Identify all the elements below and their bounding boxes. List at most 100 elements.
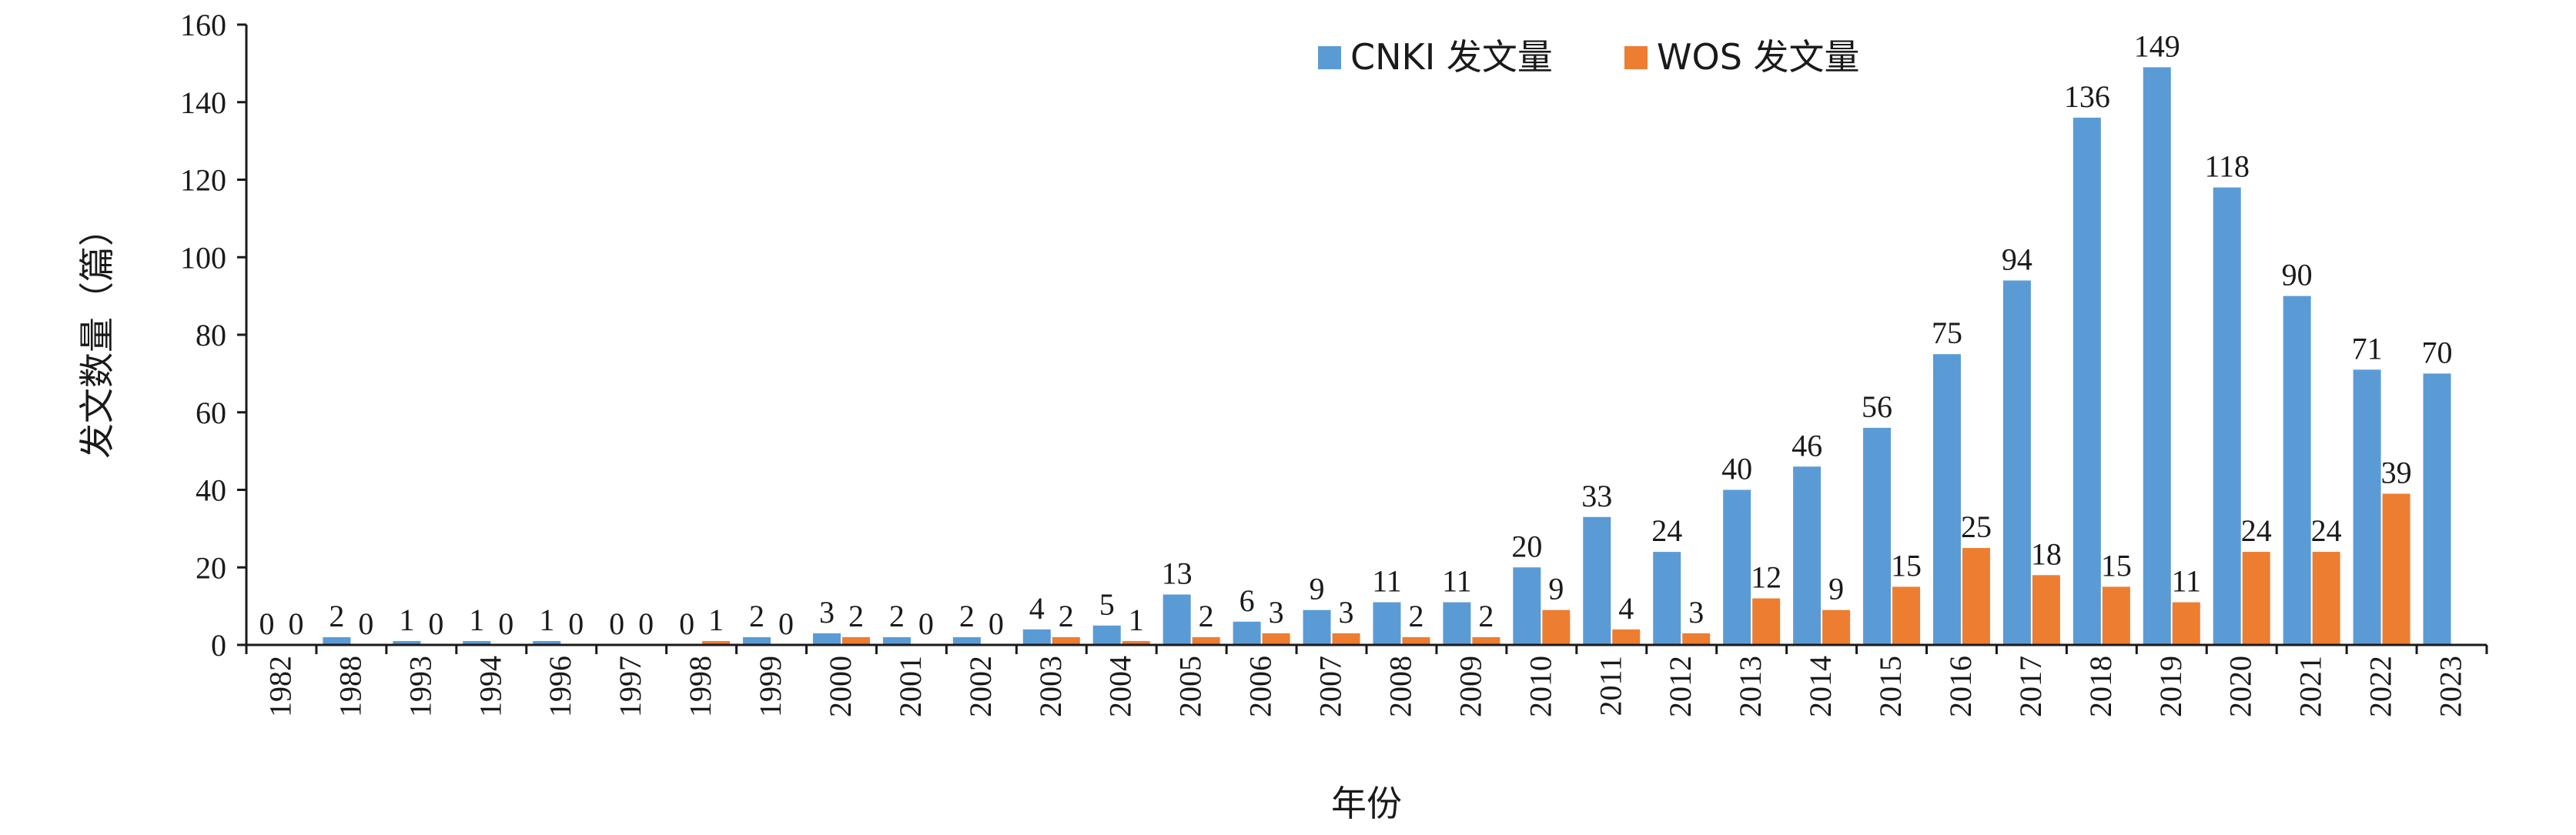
data-label-wos-1999: 0	[778, 606, 794, 641]
bar-cnki-2008	[1373, 602, 1401, 645]
data-label-wos-1988: 0	[358, 606, 373, 641]
x-tick-label: 2014	[1803, 656, 1838, 717]
data-label-wos-2014: 9	[1828, 572, 1844, 606]
data-label-wos-2004: 1	[1129, 603, 1144, 637]
x-tick-label: 2001	[893, 656, 928, 717]
legend-swatch-wos	[1624, 46, 1648, 69]
data-label-wos-2001: 0	[918, 606, 934, 641]
bar-cnki-2019	[2143, 67, 2171, 646]
data-label-wos-2008: 2	[1408, 599, 1423, 633]
x-tick-label: 2000	[823, 656, 858, 717]
data-label-wos-2017: 18	[2031, 536, 2062, 571]
bar-cnki-2021	[2283, 296, 2311, 645]
data-label-wos-2022: 39	[2381, 456, 2412, 490]
data-label-wos-2010: 9	[1548, 572, 1564, 606]
data-label-cnki-2013: 40	[1721, 452, 1752, 486]
bar-cnki-1994	[463, 640, 491, 645]
x-tick-label: 1994	[473, 656, 507, 717]
data-label-cnki-1997: 0	[609, 606, 624, 641]
bar-cnki-2012	[1653, 552, 1681, 645]
x-tick-label: 2017	[2013, 656, 2048, 717]
data-label-wos-2012: 3	[1688, 595, 1704, 630]
data-label-cnki-2004: 5	[1099, 587, 1115, 622]
x-axis-title: 年份	[1331, 783, 1402, 824]
y-tick-label: 140	[180, 85, 226, 120]
data-label-wos-2015: 15	[1891, 548, 1922, 583]
x-tick-labels: 1982 1988 1993 1994 1996 1997 1998 1999 2000 2001…	[263, 656, 2467, 717]
data-label-cnki-2017: 94	[2002, 242, 2032, 276]
x-tick-label: 2013	[1733, 656, 1768, 717]
x-tick-label: 2018	[2083, 656, 2118, 717]
data-label-cnki-2002: 2	[959, 599, 975, 633]
x-tick-label: 2010	[1523, 656, 1557, 717]
bar-cnki-2018	[2073, 117, 2101, 645]
bar-cnki-2007	[1303, 610, 1331, 645]
legend-label-cnki: CNKI 发文量	[1350, 36, 1553, 78]
bar-cnki-2020	[2213, 187, 2241, 645]
bar-wos-2020	[2242, 552, 2270, 645]
y-tick-label: 40	[196, 473, 226, 508]
data-label-cnki-1982: 0	[259, 606, 274, 641]
data-label-cnki-2005: 13	[1162, 556, 1193, 591]
bar-cnki-2004	[1092, 625, 1121, 645]
data-label-wos-2002: 0	[989, 606, 1004, 641]
x-tick-label: 1998	[683, 656, 718, 717]
bar-cnki-2016	[1932, 354, 1961, 645]
bar-cnki-2010	[1513, 567, 1541, 645]
x-tick-label: 2011	[1593, 656, 1628, 716]
data-label-cnki-2018: 136	[2064, 79, 2110, 114]
data-label-wos-1994: 0	[498, 606, 514, 641]
data-label-cnki-2009: 11	[1442, 564, 1472, 599]
data-label-wos-2021: 24	[2311, 513, 2342, 548]
x-tick-label: 1999	[753, 656, 788, 717]
bar-cnki-2023	[2423, 373, 2451, 645]
data-label-wos-2000: 2	[848, 599, 864, 633]
data-label-cnki-2007: 9	[1310, 572, 1325, 606]
bar-wos-2000	[841, 636, 870, 645]
data-label-wos-1982: 0	[288, 606, 303, 641]
data-label-cnki-1996: 1	[539, 603, 554, 637]
bar-wos-2004	[1122, 640, 1150, 645]
data-label-cnki-2020: 118	[2204, 149, 2250, 184]
bar-wos-2013	[1752, 598, 1781, 645]
data-label-cnki-2011: 33	[1581, 479, 1612, 513]
bar-cnki-1993	[393, 640, 421, 645]
data-label-wos-2020: 24	[2241, 513, 2272, 548]
data-label-cnki-2019: 149	[2134, 28, 2180, 63]
bar-wos-2018	[2102, 586, 2130, 645]
bar-wos-2012	[1682, 633, 1711, 645]
bars-layer	[323, 67, 2451, 646]
x-tick-label: 2023	[2434, 656, 2468, 717]
x-tick-label: 2008	[1383, 656, 1417, 717]
bar-cnki-2013	[1723, 489, 1751, 645]
x-tick-label: 2003	[1033, 656, 1068, 717]
bar-wos-2007	[1332, 633, 1360, 645]
data-label-cnki-2012: 24	[1651, 513, 1682, 548]
y-tick-labels: 0 20 40 60 80 100 120 140 160	[180, 8, 226, 663]
x-tick-label: 2002	[963, 656, 998, 717]
data-label-cnki-2010: 20	[1511, 529, 1542, 563]
y-tick-label: 120	[180, 163, 226, 198]
x-tick-label: 2020	[2223, 656, 2258, 717]
bar-cnki-2022	[2353, 369, 2381, 645]
x-tick-label: 2009	[1453, 656, 1487, 717]
data-label-wos-2009: 2	[1478, 599, 1494, 633]
y-axis-title: 发文数量（篇）	[76, 211, 118, 459]
data-label-wos-2007: 3	[1339, 595, 1354, 630]
legend-label-wos: WOS 发文量	[1657, 36, 1860, 78]
x-tick-label: 2012	[1663, 656, 1698, 717]
data-label-wos-1996: 0	[568, 606, 584, 641]
bar-wos-2009	[1472, 636, 1500, 645]
data-label-cnki-2000: 3	[819, 595, 835, 630]
axes-layer	[237, 23, 2488, 654]
bar-cnki-2000	[812, 633, 841, 645]
x-tick-label: 2006	[1243, 656, 1278, 717]
x-tick-label: 2004	[1103, 656, 1138, 717]
data-label-cnki-2015: 56	[1862, 389, 1892, 424]
data-label-cnki-1993: 1	[399, 603, 414, 637]
y-tick-label: 20	[196, 550, 226, 585]
data-label-cnki-2014: 46	[1791, 428, 1822, 463]
bar-wos-2019	[2172, 602, 2200, 645]
bar-wos-2016	[1962, 548, 1990, 645]
